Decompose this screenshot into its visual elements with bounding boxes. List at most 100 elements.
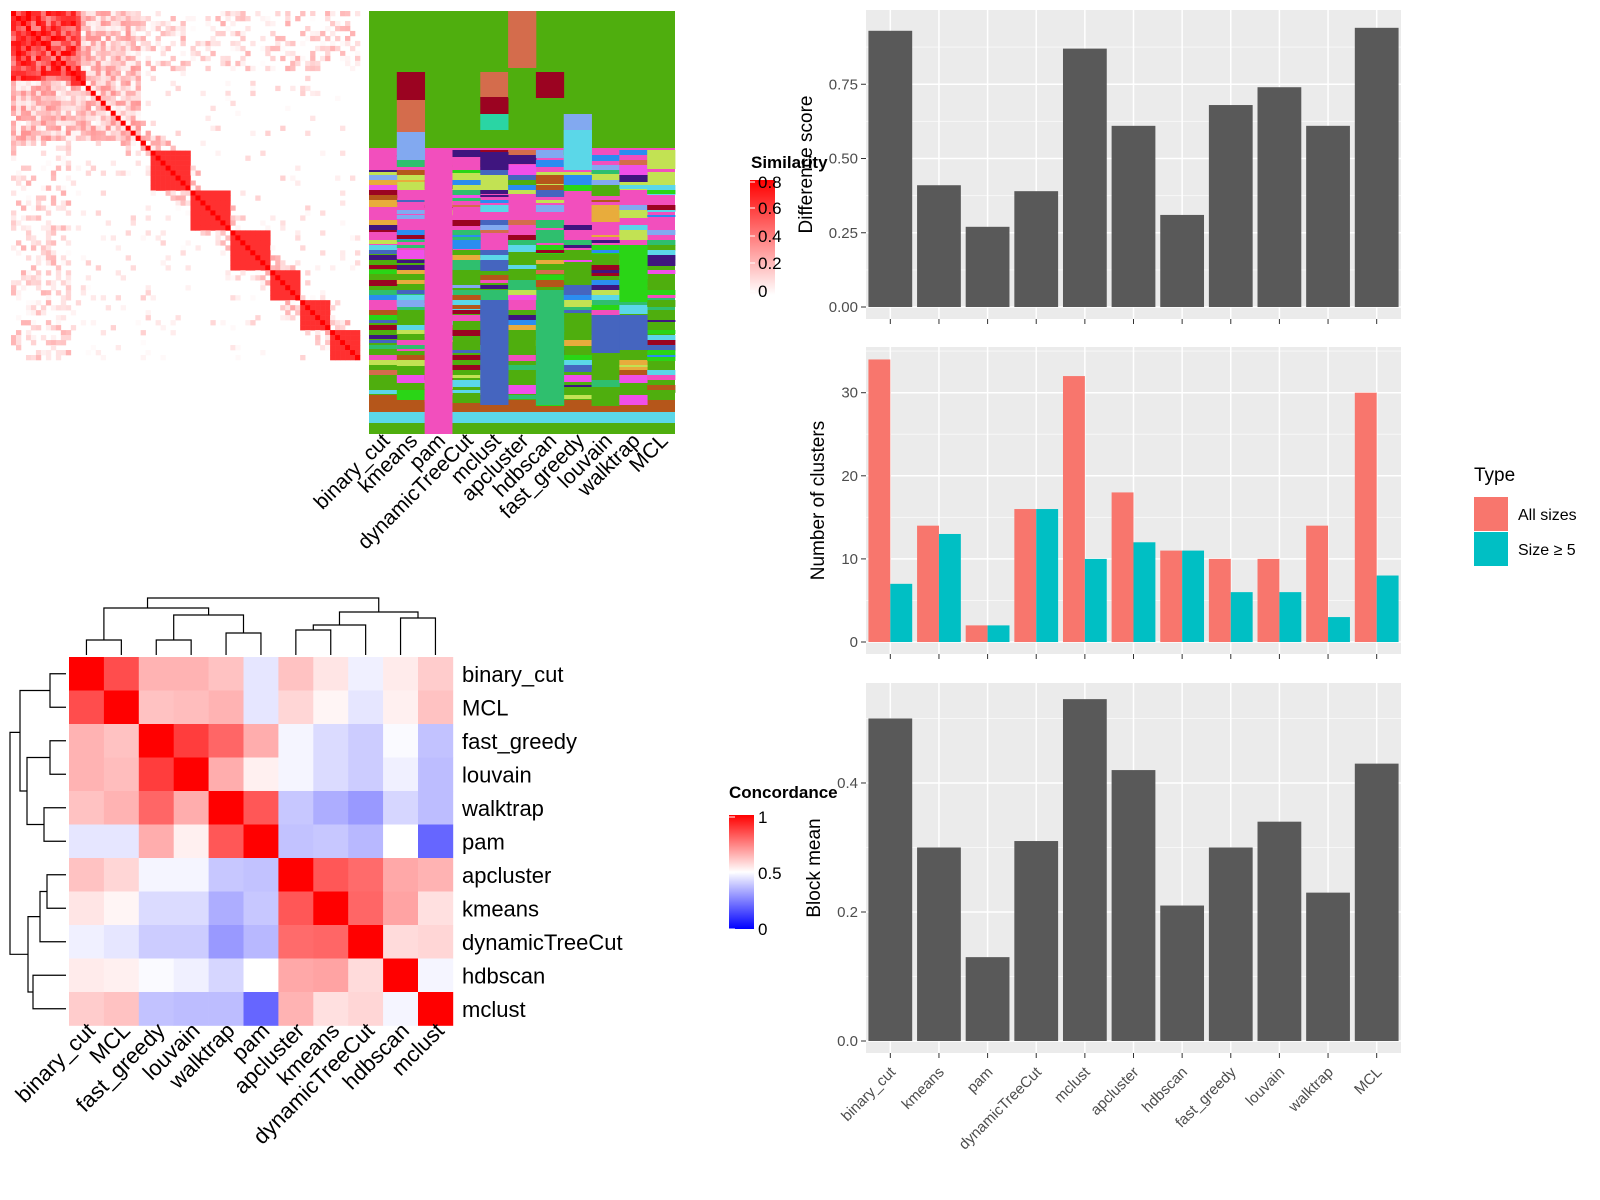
assignment-segment — [369, 355, 398, 363]
similarity-cell — [230, 220, 236, 226]
assignment-segment — [369, 395, 398, 405]
concordance-cell — [348, 891, 384, 926]
similarity-cell — [260, 240, 266, 246]
similarity-cell — [305, 130, 311, 136]
similarity-cell — [35, 65, 42, 72]
similarity-cell — [160, 230, 166, 236]
similarity-cell — [230, 215, 236, 221]
assignment-segment — [647, 335, 676, 341]
similarity-cell — [130, 11, 136, 17]
similarity-cell — [145, 165, 151, 171]
similarity-cell — [230, 265, 236, 271]
similarity-cell — [65, 50, 72, 57]
similarity-cell — [90, 25, 97, 32]
similarity-cell — [235, 15, 241, 22]
similarity-cell — [120, 140, 126, 146]
assignment-segment — [647, 345, 676, 350]
similarity-cell — [11, 45, 17, 52]
similarity-cell — [320, 310, 326, 316]
similarity-cell — [50, 325, 57, 331]
similarity-cell — [170, 80, 176, 87]
similarity-cell — [260, 245, 266, 251]
similarity-cell — [65, 200, 72, 206]
similarity-cell — [265, 270, 271, 276]
concordance-row-label: binary_cut — [462, 662, 564, 687]
similarity-cell — [35, 260, 42, 266]
similarity-cell — [35, 75, 42, 82]
similarity-cell — [75, 35, 82, 42]
similarity-cell — [115, 135, 121, 141]
assignment-segment — [619, 185, 648, 189]
similarity-cell — [105, 15, 112, 22]
similarity-cell — [35, 270, 42, 276]
similarity-cell — [260, 275, 266, 281]
similarity-cell — [90, 135, 97, 141]
similarity-cell — [60, 225, 67, 231]
similarity-cell — [130, 65, 136, 72]
similarity-cell — [90, 75, 97, 82]
similarity-cell — [35, 350, 42, 356]
similarity-cell — [260, 150, 266, 156]
assignment-segment — [647, 370, 676, 375]
similarity-cell — [30, 335, 37, 341]
similarity-cell — [95, 120, 102, 126]
similarity-cell — [170, 160, 176, 166]
similarity-cell — [140, 15, 146, 22]
similarity-cell — [105, 135, 112, 141]
similarity-cell — [70, 310, 77, 316]
similarity-cell — [335, 325, 341, 331]
similarity-cell — [340, 11, 346, 17]
similarity-cell — [80, 285, 87, 291]
similarity-cell — [15, 290, 22, 296]
similarity-cell — [135, 130, 141, 136]
concordance-cell — [348, 791, 384, 825]
similarity-cell — [210, 105, 216, 112]
similarity-cell — [110, 130, 116, 136]
similarity-cell — [200, 55, 206, 62]
assignment-segment — [480, 285, 509, 289]
similarity-cell — [90, 320, 97, 326]
similarity-cell — [145, 30, 151, 37]
similarity-cell — [290, 300, 296, 306]
similarity-cell — [75, 75, 82, 82]
similarity-cell — [170, 185, 176, 191]
concordance-cell — [383, 757, 419, 792]
similarity-cell — [260, 230, 266, 236]
similarity-cell — [40, 115, 47, 121]
similarity-cell — [165, 155, 171, 161]
similarity-cell — [40, 140, 47, 146]
similarity-cell — [100, 330, 107, 336]
similarity-cell — [75, 90, 82, 97]
similarity-cell — [75, 45, 82, 52]
similarity-cell — [135, 25, 141, 32]
concordance-cell — [313, 992, 349, 1026]
similarity-cell — [145, 15, 151, 22]
similarity-cell — [295, 310, 301, 316]
similarity-cell — [70, 135, 77, 141]
assignment-segment — [369, 255, 398, 260]
similarity-cell — [330, 265, 336, 271]
similarity-cell — [150, 170, 156, 176]
assignment-segment — [619, 370, 648, 377]
assignment-segment — [508, 185, 537, 194]
similarity-cell — [295, 305, 301, 311]
assignment-segment — [480, 230, 509, 233]
assignment-segment — [396, 250, 426, 259]
similarity-cell — [85, 100, 92, 107]
similarity-cell — [65, 115, 72, 121]
similarity-cell — [175, 165, 181, 171]
similarity-cell — [20, 35, 27, 42]
concordance-cell — [243, 958, 279, 993]
assignment-segment — [396, 270, 426, 274]
similarity-cell — [160, 325, 166, 331]
similarity-cell — [175, 195, 181, 201]
similarity-cell — [30, 205, 37, 211]
similarity-cell — [130, 55, 136, 62]
similarity-cell — [300, 325, 306, 331]
concordance-cell — [243, 992, 279, 1026]
similarity-cell — [60, 280, 67, 286]
similarity-cell — [70, 100, 77, 107]
similarity-cell — [125, 255, 131, 261]
similarity-cell — [80, 60, 87, 67]
similarity-cell — [350, 355, 356, 361]
